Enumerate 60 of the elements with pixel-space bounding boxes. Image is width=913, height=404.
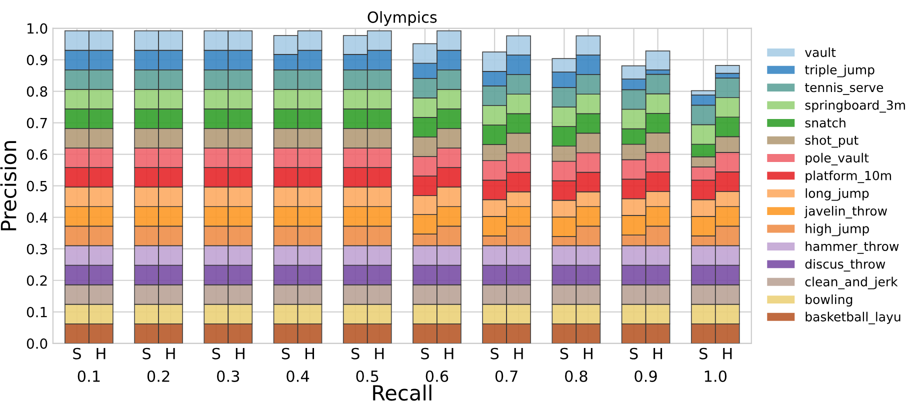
y-tick-label: 0.8: [26, 86, 48, 97]
x-tick-label: H: [96, 348, 106, 360]
x-tick-label: H: [654, 348, 662, 360]
y-tick-label: 0.6: [26, 149, 48, 160]
text: 1.0: [704, 370, 727, 382]
x-tick-label: H: [514, 348, 523, 360]
y-tick-label: 0.7: [26, 118, 47, 128]
x-tick-label: S: [282, 348, 290, 360]
legend-label: clean_and_jerk: [805, 276, 898, 290]
x-tick-label: H: [375, 348, 384, 360]
text: 0.3: [217, 370, 240, 382]
x-tick-label: S: [73, 348, 81, 360]
x-tick-label: S: [421, 348, 429, 360]
text: 0.9: [634, 370, 657, 382]
y-tick-label: 1.0: [28, 23, 48, 34]
text: 0.2: [147, 370, 170, 382]
legend-label: shot_put: [805, 135, 858, 148]
y-axis-title: Precision: [0, 141, 16, 230]
y-tick-label: 0.3: [26, 244, 47, 254]
legend-label: basketball_layu: [806, 312, 900, 324]
x-axis-title: Recall: [373, 384, 432, 401]
x-tick-label: H: [306, 348, 314, 360]
x-tick-label: S: [212, 348, 220, 360]
legend-label: hammer_throw: [806, 241, 899, 254]
x-tick-label: H: [166, 348, 175, 360]
x-tick-label: S: [560, 348, 568, 360]
x-tick-label: S: [700, 348, 708, 360]
x-tick-label: S: [490, 348, 499, 360]
x-tick-label: H: [236, 348, 244, 360]
legend-label: platform_10m: [806, 170, 892, 184]
legend-label: bowling: [806, 294, 852, 307]
x-tick-label: S: [352, 348, 360, 360]
text: 0.1: [78, 370, 100, 382]
x-tick-label: S: [142, 348, 151, 360]
legend-label: javelin_throw: [804, 206, 887, 218]
chart-title: Olympics: [368, 11, 437, 26]
y-tick-label: 0.2: [26, 275, 47, 286]
text: 0.8: [565, 370, 588, 382]
text: 0.7: [495, 370, 518, 382]
text: 0.4: [286, 370, 310, 382]
y-tick-label: 0.9: [26, 54, 48, 66]
text: 0.6: [426, 370, 448, 382]
legend-label: discus_throw: [805, 259, 886, 272]
legend-label: triple_jump: [804, 64, 874, 78]
legend-label: tennis_serve: [804, 82, 884, 95]
text: 0.5: [356, 370, 378, 382]
x-tick-label: H: [584, 348, 592, 360]
legend-label: long_jump: [806, 188, 869, 201]
legend-label: springboard_3m: [805, 100, 905, 113]
legend-label: pole_vault: [806, 152, 869, 166]
legend-label: high_jump: [806, 224, 869, 236]
y-tick-label: 0.5: [26, 180, 47, 192]
x-tick-label: H: [723, 348, 732, 360]
x-tick-label: S: [630, 348, 638, 360]
y-tick-label: 0.4: [26, 212, 48, 223]
legend-label: vault: [805, 47, 836, 58]
x-tick-label: H: [444, 348, 454, 360]
y-tick-label: 0.0: [26, 338, 48, 349]
legend-label: snatch: [805, 118, 846, 128]
y-tick-label: 0.1: [26, 306, 47, 318]
